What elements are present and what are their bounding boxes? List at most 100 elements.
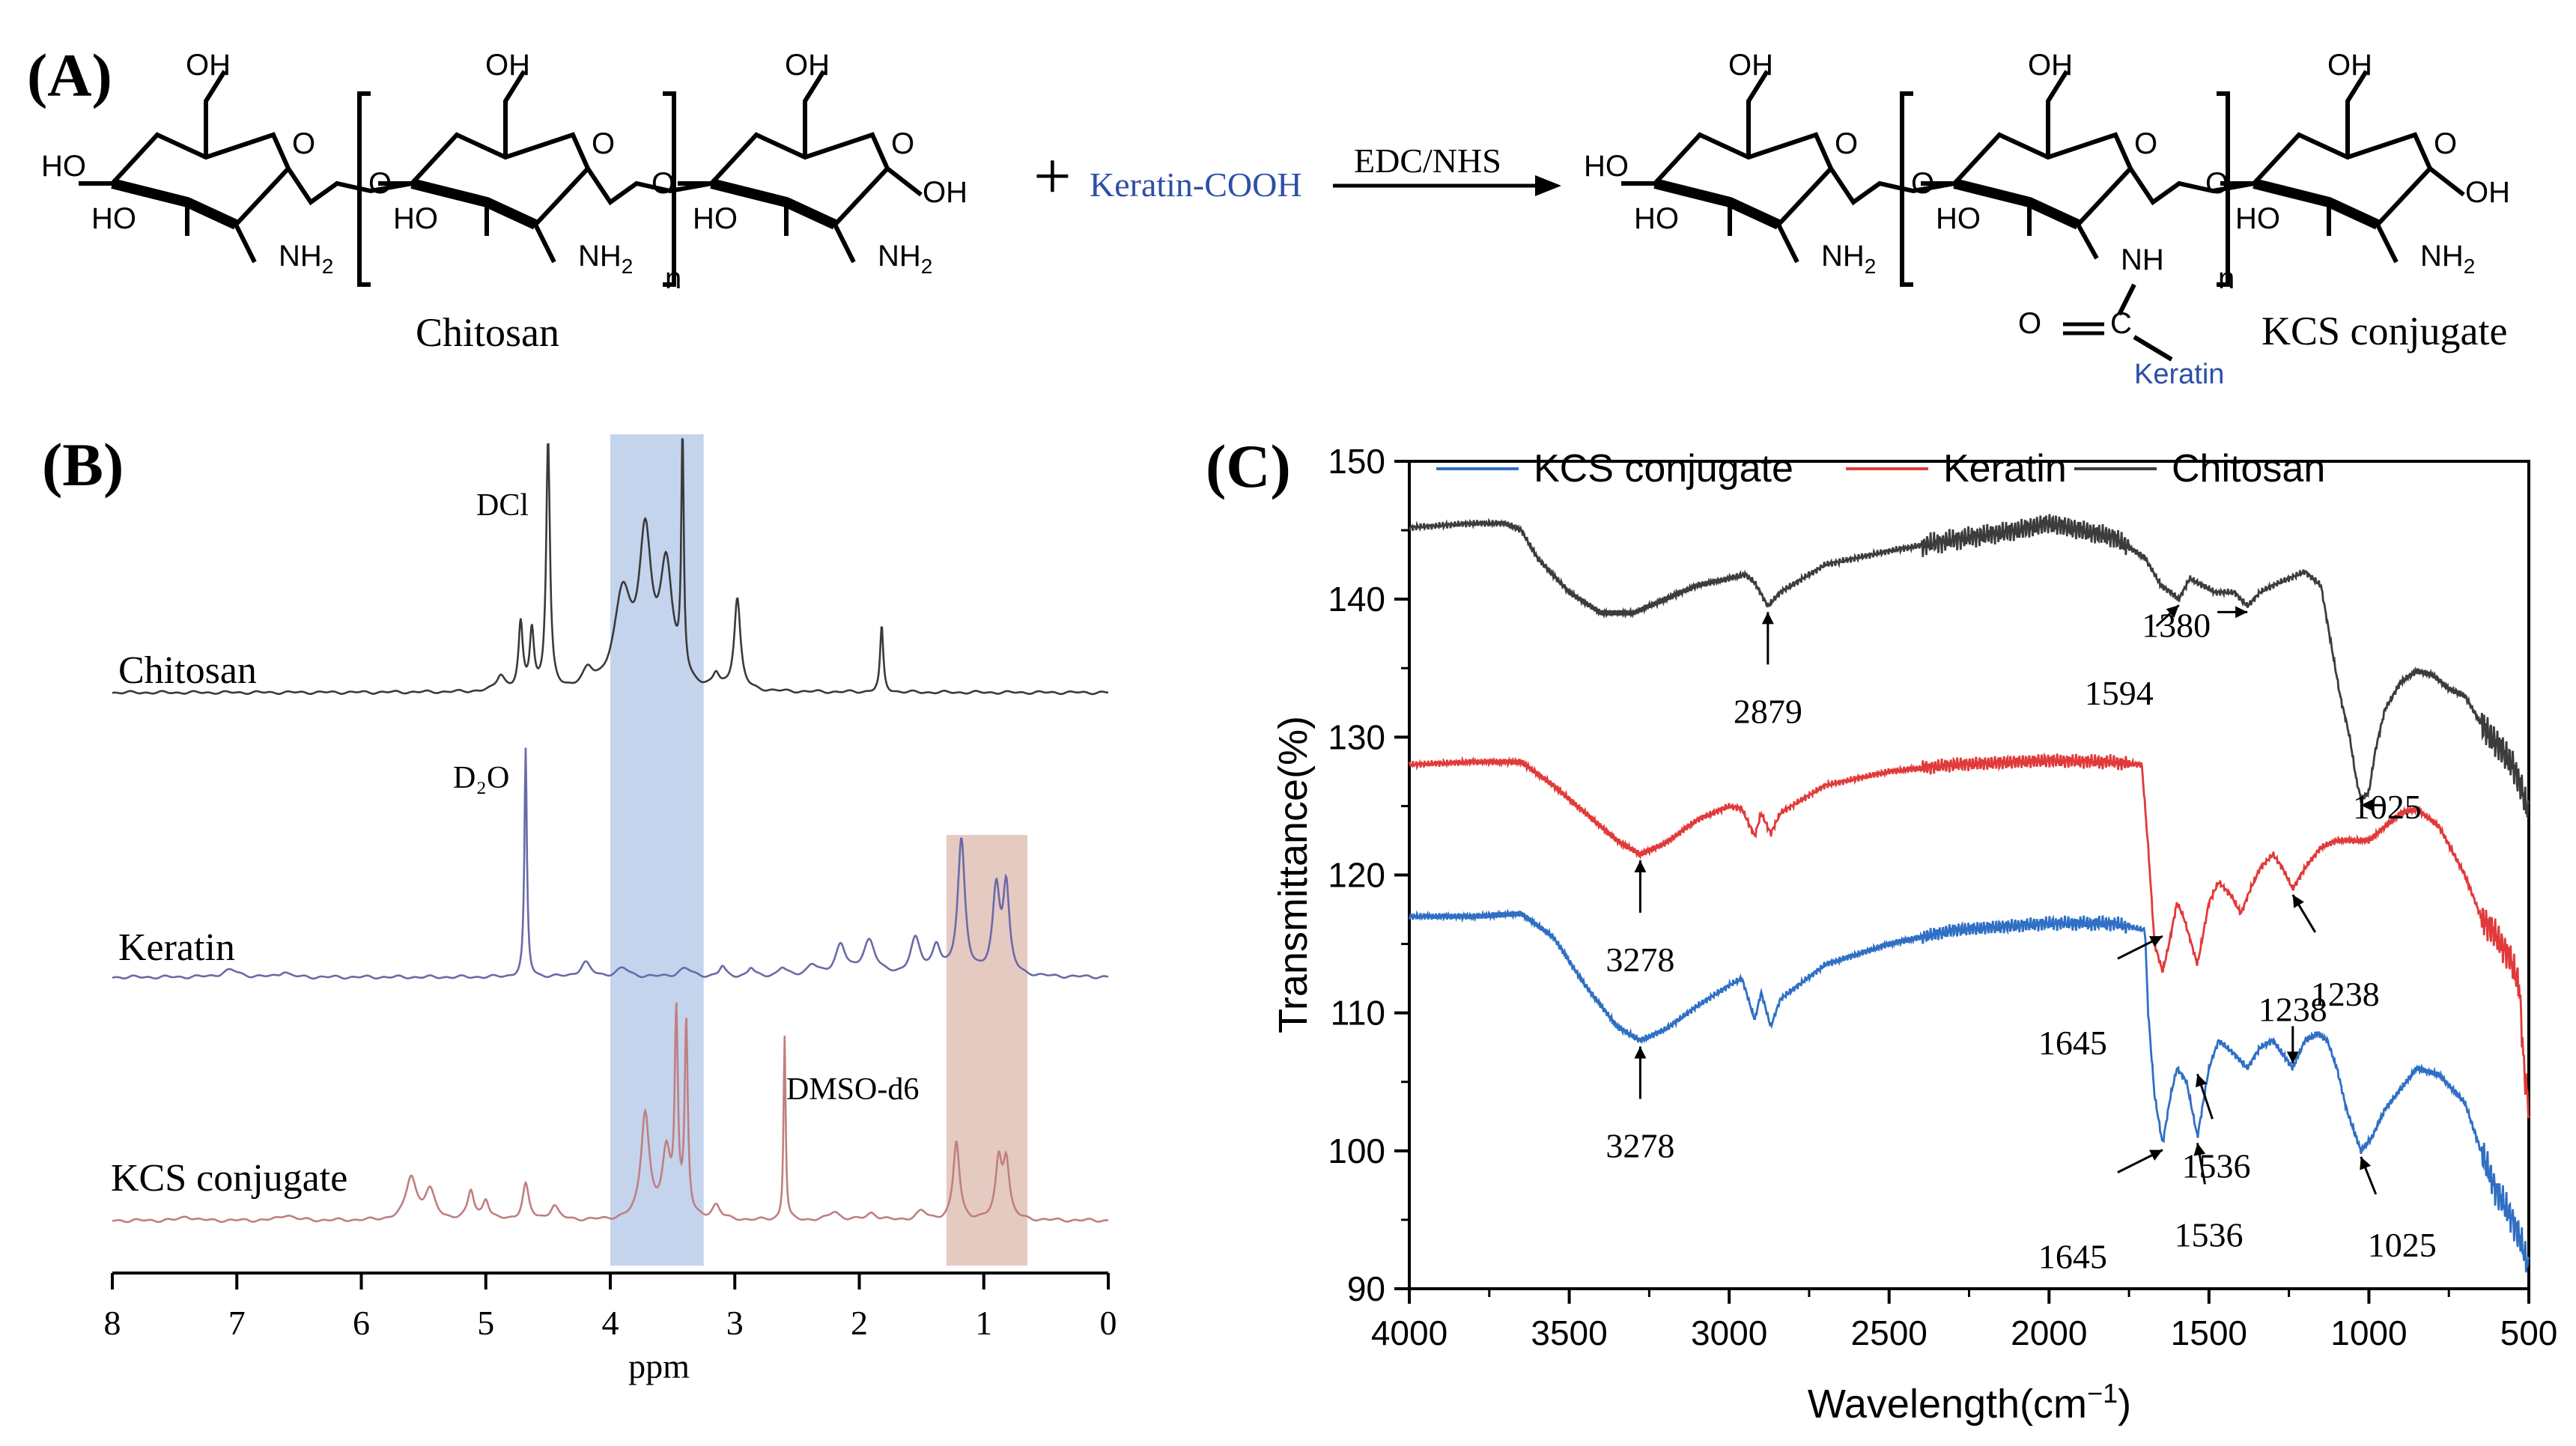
nmr-x-ticks: 8 7 6 5 4 3 2 1 0	[104, 1273, 1117, 1342]
chitosan-repeat-n: n	[665, 262, 681, 295]
panel-c-label: (C)	[1206, 432, 1291, 500]
ftir-x-tick-label: 4000	[1371, 1313, 1448, 1352]
ftir-annotation-arrowhead	[2195, 1074, 2208, 1088]
chitosan-oh-1: OH	[186, 49, 231, 82]
nmr-x-tick-label: 2	[851, 1304, 868, 1342]
nmr-x-tick-label: 6	[353, 1304, 370, 1342]
ftir-y-tick-label: 100	[1328, 1131, 1385, 1170]
kcs-carbonyl-c: C	[2110, 307, 2132, 340]
nmr-x-tick-label: 3	[726, 1304, 744, 1342]
ftir-x-tick-label: 2500	[1851, 1313, 1928, 1352]
nmr-series-label-chitosan: Chitosan	[118, 649, 257, 692]
ftir-annotation-arrowhead	[2166, 605, 2179, 618]
ftir-y-axis-label: Transmittance(%)	[1271, 716, 1316, 1033]
kcs-repeat-n: n	[2218, 262, 2235, 295]
nmr-x-tick-label: 8	[104, 1304, 121, 1342]
ftir-annotation-arrowhead	[2149, 936, 2163, 947]
chitosan-ring-o-2: O	[592, 127, 615, 160]
ftir-annotation-arrowhead	[2286, 1051, 2299, 1064]
chitosan-name: Chitosan	[416, 310, 559, 355]
chitosan-ho-1: HO	[91, 202, 136, 235]
kcs-ring-o-1: O	[1835, 127, 1858, 160]
kcs-oh-2: OH	[2028, 49, 2073, 82]
ftir-annotation-arrowhead	[1634, 860, 1647, 872]
chitosan-oh-right: OH	[923, 176, 967, 209]
nmr-annotation-dcl: DCl	[476, 488, 529, 523]
ftir-x-axis-label: Wavelength(cm−1)	[1808, 1378, 2131, 1427]
nmr-trace-chitosan	[112, 437, 1108, 696]
ftir-annotation-arrowhead	[1634, 1046, 1647, 1059]
kcs-ho-left: HO	[1584, 150, 1629, 183]
ftir-peak-label: 1025	[2368, 1226, 2437, 1264]
ftir-y-tick-label: 110	[1331, 994, 1385, 1033]
nmr-x-tick-label: 0	[1100, 1304, 1117, 1342]
ftir-peak-label: 1536	[2174, 1215, 2243, 1254]
ftir-legend: KCS conjugate Keratin Chitosan	[1436, 447, 2325, 490]
chitosan-nh2-1: NH2	[279, 240, 333, 278]
kcs-ho-2: HO	[1936, 202, 1981, 235]
ftir-x-tick-label: 3000	[1691, 1313, 1767, 1352]
chitosan-nh2-3: NH2	[878, 240, 932, 278]
chitosan-nh2-2: NH2	[578, 240, 633, 278]
chitosan-structure	[79, 71, 923, 287]
ftir-y-tick-label: 140	[1328, 580, 1385, 619]
ftir-peak-label: 3278	[1606, 941, 1674, 979]
ftir-peak-label: 1380	[2142, 606, 2211, 644]
nmr-x-tick-label: 1	[975, 1304, 992, 1342]
nmr-x-tick-label: 7	[228, 1304, 246, 1342]
ftir-x-tick-label: 1500	[2171, 1313, 2247, 1352]
kcs-ring-o-3: O	[2434, 127, 2457, 160]
nmr-annotation-d2o: D₂O	[453, 761, 509, 795]
ftir-legend-label: Chitosan	[2172, 447, 2325, 490]
ftir-annotation-arrowhead	[1761, 612, 1774, 625]
kcs-oh-1: OH	[1728, 49, 1773, 82]
kcs-nh2-1: NH2	[1821, 240, 1876, 278]
nmr-annotation-dmso: DMSO-d6	[786, 1072, 919, 1107]
kcs-amide-nh: NH	[2121, 243, 2164, 276]
kcs-conjugate-structure	[1621, 71, 2465, 362]
chitosan-ho-3: HO	[693, 202, 738, 235]
kcs-oh-right: OH	[2465, 176, 2510, 209]
ftir-annotation-arrowhead	[2360, 799, 2373, 812]
ftir-y-tick-label: 90	[1347, 1269, 1385, 1308]
ftir-peak-label: 1238	[2311, 975, 2380, 1013]
kcs-ring-o-2: O	[2134, 127, 2157, 160]
ftir-peak-annotations: 3278 1645 1536 1645 1536 1238 1025 3278 1238 2879…	[1606, 604, 2437, 1276]
chitosan-ho-left: HO	[41, 150, 86, 183]
panel-c-ftir: (C) 3278 1645 1536 1645 1536 1238 1025 3278 1238…	[1206, 432, 2557, 1427]
ftir-annotation-arrowhead	[2235, 606, 2248, 619]
chitosan-ho-2: HO	[393, 202, 438, 235]
panel-b-nmr: (B) 8 7 6 5 4 3 2 1 0 ppm Chitosan Keratin KCS c…	[42, 431, 1117, 1385]
kcs-keratin-label: Keratin	[2134, 359, 2224, 390]
nmr-trace-keratin	[112, 747, 1109, 980]
kcs-link-o-1: O	[1911, 167, 1934, 200]
reagent-keratin-cooh: Keratin-COOH	[1090, 165, 1302, 204]
ftir-legend-label: Keratin	[1943, 447, 2067, 490]
ftir-y-tick-label: 120	[1328, 856, 1385, 895]
nmr-trace-kcs-conjugate	[112, 1002, 1109, 1224]
ftir-peak-label: 2879	[1734, 692, 1802, 730]
nmr-series-label-keratin: Keratin	[118, 926, 235, 969]
reaction-arrow	[1333, 175, 1561, 196]
ftir-trace-keratin	[1408, 752, 2530, 1119]
ftir-peak-label: 1645	[2038, 1024, 2107, 1062]
ftir-y-tick-label: 150	[1328, 442, 1385, 481]
kcs-carbonyl-o: O	[2018, 307, 2041, 340]
ftir-annotation-arrowhead	[2360, 1156, 2372, 1170]
kcs-ho-3: HO	[2235, 202, 2280, 235]
ftir-x-tick-label: 1000	[2330, 1313, 2407, 1352]
panel-a-label: (A)	[27, 41, 112, 109]
chitosan-link-o-2: O	[651, 167, 675, 200]
reaction-conditions: EDC/NHS	[1354, 142, 1501, 180]
panel-b-label: (B)	[42, 431, 124, 499]
ftir-annotation-arrowhead	[2149, 1149, 2163, 1161]
kcs-ho-1: HO	[1634, 202, 1679, 235]
kcs-conjugate-name: KCS conjugate	[2261, 309, 2507, 353]
ftir-x-ticks: 4000 3500 3000 2500 2000 1500 1000 500	[1371, 1289, 2557, 1352]
chitosan-oh-3: OH	[785, 49, 830, 82]
ftir-trace-chitosan	[1408, 514, 2530, 818]
ftir-annotation-arrowhead	[2292, 894, 2304, 908]
chitosan-ring-o-3: O	[891, 127, 914, 160]
ftir-annotation-arrowhead	[2193, 1143, 2206, 1156]
